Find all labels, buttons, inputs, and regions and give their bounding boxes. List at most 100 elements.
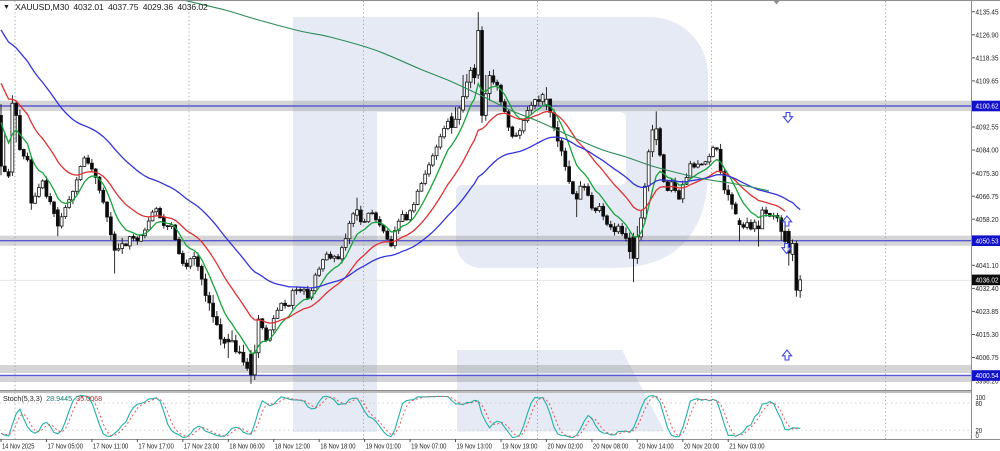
candle-bull[interactable]: [529, 104, 534, 111]
candle-bull[interactable]: [271, 318, 276, 331]
candle-bear[interactable]: [404, 214, 409, 221]
candle-bear[interactable]: [608, 224, 613, 228]
candle-bear[interactable]: [786, 230, 791, 254]
candle-bull[interactable]: [340, 247, 344, 260]
level-zone-rect[interactable]: [0, 376, 971, 382]
candle-bear[interactable]: [131, 235, 136, 239]
candle-bear[interactable]: [105, 201, 109, 218]
candle-bear[interactable]: [2, 165, 7, 172]
candle-bear[interactable]: [794, 243, 799, 291]
candle-bull[interactable]: [533, 99, 537, 106]
candle-bull[interactable]: [419, 183, 424, 192]
candle-bull[interactable]: [703, 161, 708, 165]
candle-bear[interactable]: [245, 361, 250, 369]
candle-bear[interactable]: [749, 222, 753, 230]
candle-bull[interactable]: [396, 220, 401, 232]
candle-bull[interactable]: [461, 96, 465, 111]
candle-bull[interactable]: [438, 136, 443, 148]
candle-bull[interactable]: [745, 222, 749, 228]
candle-bear[interactable]: [358, 209, 363, 223]
candle-bull[interactable]: [294, 289, 299, 292]
candle-bull[interactable]: [290, 290, 295, 306]
candle-bull[interactable]: [192, 256, 197, 259]
candle-bear[interactable]: [764, 209, 768, 214]
candle-bull[interactable]: [760, 209, 765, 230]
candle-bull[interactable]: [268, 329, 272, 341]
candle-bull[interactable]: [578, 185, 583, 200]
arrow-up-icon[interactable]: [781, 215, 793, 227]
level-zone-rect[interactable]: [0, 365, 971, 373]
candle-bull[interactable]: [696, 163, 700, 168]
candle-bull[interactable]: [430, 155, 435, 166]
candle-bull[interactable]: [302, 288, 306, 292]
candle-bear[interactable]: [196, 256, 200, 267]
candle-bear[interactable]: [162, 217, 166, 226]
candle-bear[interactable]: [52, 201, 56, 214]
candle-bull[interactable]: [343, 238, 348, 248]
candle-bull[interactable]: [321, 259, 325, 270]
candle-bear[interactable]: [48, 196, 53, 203]
time-axis[interactable]: 14 Nov 2025 17 Nov 05:00 17 Nov 11:00 17 No…: [0, 439, 765, 451]
candle-bear[interactable]: [328, 253, 333, 259]
candle-bear[interactable]: [783, 230, 787, 242]
candle-bear[interactable]: [567, 166, 571, 182]
candle-bear[interactable]: [624, 233, 628, 239]
candle-bear[interactable]: [86, 157, 90, 164]
candle-bull[interactable]: [680, 184, 685, 200]
candle-bear[interactable]: [495, 81, 500, 86]
candle-bull[interactable]: [332, 255, 337, 259]
candle-bull[interactable]: [317, 268, 322, 276]
candle-bear[interactable]: [211, 302, 215, 318]
candle-bear[interactable]: [480, 30, 484, 116]
triangle-down-marker-icon[interactable]: [773, 0, 780, 5]
candle-bear[interactable]: [612, 226, 617, 233]
candle-bear[interactable]: [108, 216, 113, 236]
candle-bull[interactable]: [139, 235, 143, 242]
candle-bull[interactable]: [411, 204, 416, 212]
candle-bull[interactable]: [415, 190, 420, 205]
candle-bull[interactable]: [286, 304, 291, 307]
candle-bear[interactable]: [336, 256, 340, 260]
candle-bull[interactable]: [423, 173, 428, 184]
candle-bear[interactable]: [559, 140, 564, 152]
candle-bull[interactable]: [366, 212, 371, 223]
candle-bear[interactable]: [298, 289, 303, 292]
candle-bear[interactable]: [631, 236, 636, 259]
candle-bull[interactable]: [362, 221, 367, 223]
candle-bear[interactable]: [55, 209, 60, 227]
candle-bear[interactable]: [510, 126, 515, 137]
candle-bull[interactable]: [324, 253, 329, 261]
candle-bull[interactable]: [154, 208, 159, 213]
candle-bear[interactable]: [44, 180, 49, 197]
candle-bear[interactable]: [506, 111, 511, 128]
candle-bear[interactable]: [97, 176, 102, 191]
candle-bear[interactable]: [627, 237, 632, 253]
candle-bull[interactable]: [74, 179, 79, 192]
candle-bull[interactable]: [116, 248, 121, 251]
candle-bear[interactable]: [112, 233, 117, 251]
candle-bull[interactable]: [188, 258, 193, 267]
candle-bear[interactable]: [536, 99, 541, 102]
candle-bear[interactable]: [449, 116, 454, 128]
candle-bull[interactable]: [711, 147, 715, 157]
candle-bear[interactable]: [714, 147, 719, 150]
candle-bear[interactable]: [692, 163, 696, 168]
candle-bull[interactable]: [643, 185, 647, 219]
candle-bull[interactable]: [635, 236, 640, 259]
candle-bull[interactable]: [476, 30, 481, 76]
candle-bear[interactable]: [283, 302, 287, 307]
candle-bear[interactable]: [658, 128, 662, 156]
candle-bear[interactable]: [226, 338, 231, 343]
candle-bear[interactable]: [124, 243, 128, 247]
candle-bull[interactable]: [688, 163, 693, 179]
candle-bear[interactable]: [722, 171, 727, 191]
candle-bull[interactable]: [275, 309, 280, 319]
candle-bear[interactable]: [177, 238, 181, 255]
candle-bull[interactable]: [540, 94, 545, 103]
price-axis[interactable]: 4135.45 4126.90 4118.35 4109.65 4092.55 4084.…: [972, 7, 1000, 440]
candle-bear[interactable]: [233, 340, 238, 353]
candle-bear[interactable]: [661, 154, 666, 182]
candle-bear[interactable]: [779, 217, 784, 232]
candle-bear[interactable]: [158, 208, 162, 219]
